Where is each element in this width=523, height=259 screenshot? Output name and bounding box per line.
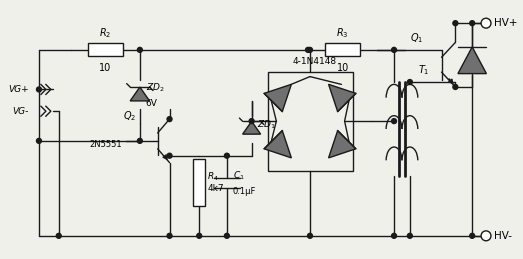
Text: 6V: 6V — [146, 99, 157, 108]
Circle shape — [249, 119, 254, 124]
Circle shape — [407, 233, 412, 238]
Circle shape — [167, 233, 172, 238]
Circle shape — [224, 153, 230, 158]
Text: 10: 10 — [99, 63, 111, 73]
Circle shape — [37, 87, 41, 92]
Circle shape — [481, 231, 491, 241]
Text: $Q_2$: $Q_2$ — [123, 109, 136, 123]
Polygon shape — [328, 84, 356, 112]
Text: VG+: VG+ — [8, 85, 29, 94]
Text: $ZD_1$: $ZD_1$ — [257, 119, 276, 131]
Text: HV+: HV+ — [494, 18, 517, 28]
Circle shape — [37, 138, 41, 143]
Bar — [194, 159, 205, 206]
Circle shape — [56, 233, 61, 238]
Polygon shape — [264, 131, 291, 158]
Text: $R_2$: $R_2$ — [99, 26, 111, 40]
Circle shape — [138, 47, 142, 52]
Polygon shape — [264, 84, 291, 112]
Circle shape — [470, 21, 475, 26]
Text: $R_4$: $R_4$ — [207, 170, 219, 183]
Circle shape — [305, 47, 311, 52]
Text: $C_1$: $C_1$ — [233, 169, 245, 182]
Text: 4-1N4148: 4-1N4148 — [293, 57, 337, 66]
Circle shape — [470, 233, 475, 238]
Circle shape — [392, 119, 396, 124]
Bar — [268, 72, 353, 170]
Text: 10: 10 — [336, 63, 349, 73]
Polygon shape — [243, 121, 260, 134]
Text: $T_1$: $T_1$ — [418, 63, 429, 77]
Circle shape — [481, 18, 491, 28]
Circle shape — [167, 117, 172, 121]
Circle shape — [407, 80, 412, 84]
Circle shape — [197, 233, 202, 238]
Polygon shape — [458, 47, 486, 74]
Circle shape — [453, 84, 458, 89]
Circle shape — [167, 153, 172, 158]
Circle shape — [224, 233, 230, 238]
Circle shape — [392, 47, 396, 52]
Text: 4k7: 4k7 — [207, 184, 224, 193]
Circle shape — [308, 47, 312, 52]
Text: $R_3$: $R_3$ — [336, 26, 349, 40]
Text: 0.1μF: 0.1μF — [233, 187, 256, 196]
Text: VG-: VG- — [13, 107, 29, 116]
Text: $ZD_2$: $ZD_2$ — [146, 81, 165, 94]
Text: $Q_1$: $Q_1$ — [411, 31, 424, 45]
Polygon shape — [328, 131, 356, 158]
Circle shape — [308, 233, 312, 238]
Text: HV-: HV- — [494, 231, 512, 241]
Text: 2N5551: 2N5551 — [89, 140, 122, 149]
Polygon shape — [130, 87, 150, 101]
Bar — [88, 44, 122, 56]
Circle shape — [392, 233, 396, 238]
Circle shape — [453, 21, 458, 26]
Bar — [325, 44, 360, 56]
Circle shape — [138, 138, 142, 143]
